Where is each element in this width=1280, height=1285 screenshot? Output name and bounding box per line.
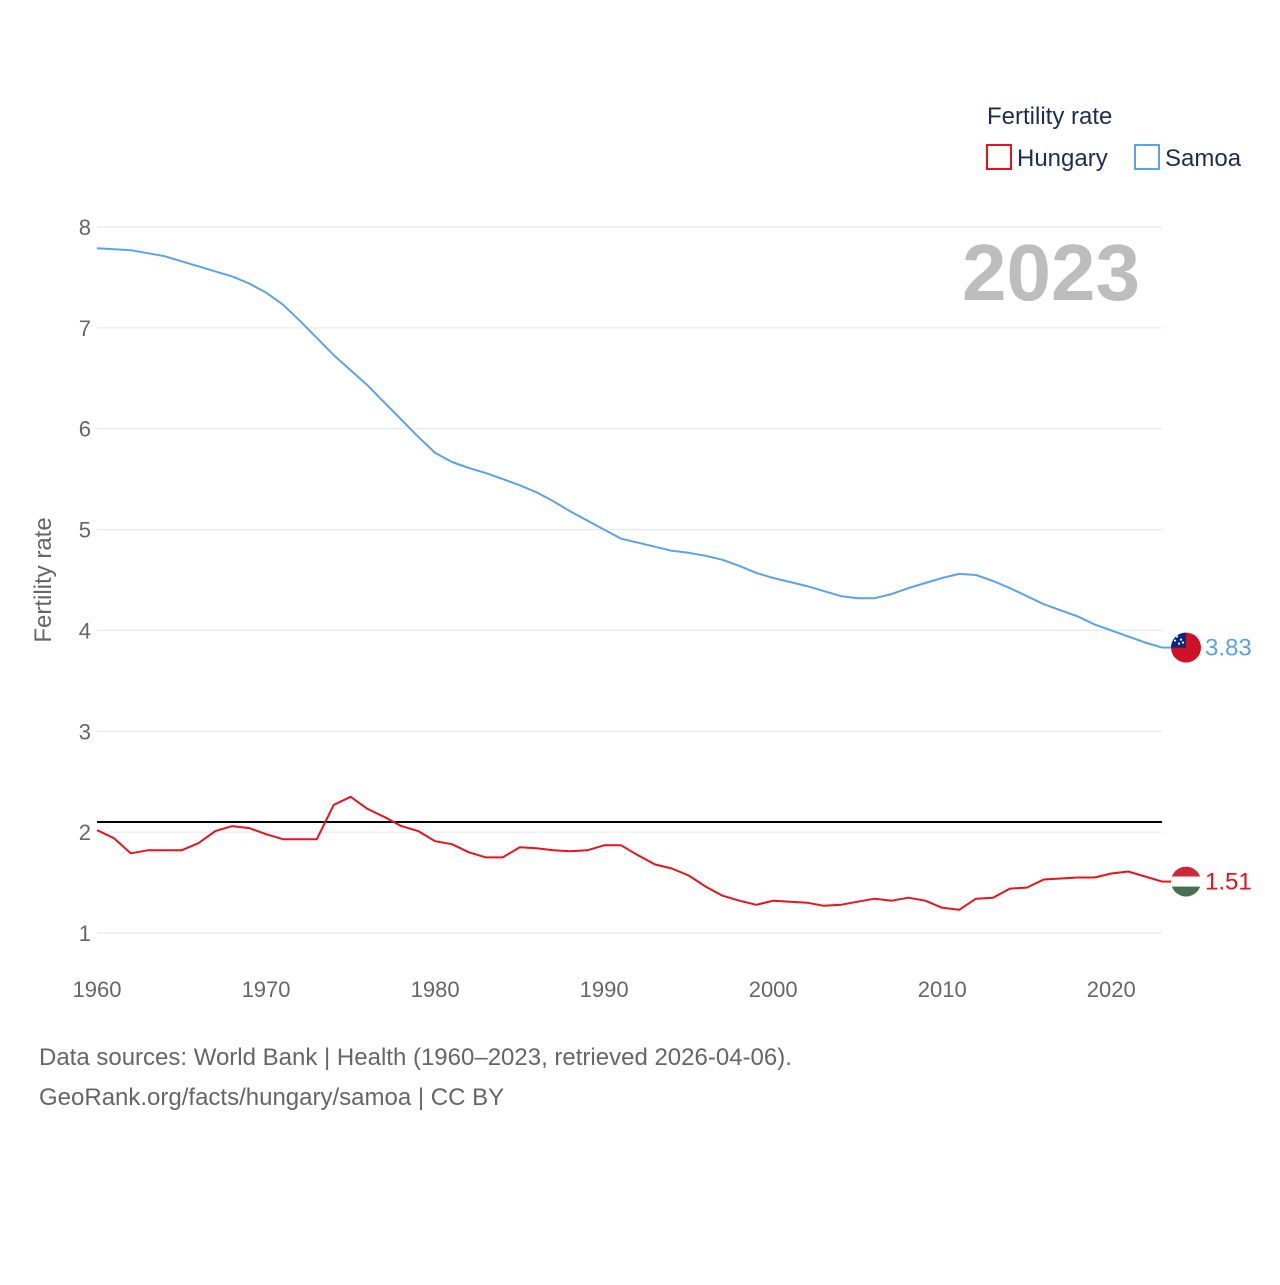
legend-swatch-samoa[interactable] bbox=[1134, 144, 1160, 170]
x-tick-label: 2010 bbox=[918, 977, 967, 1002]
x-axis: 1960 1970 1980 1990 2000 2010 2020 bbox=[73, 977, 1136, 1002]
x-tick-label: 2000 bbox=[749, 977, 798, 1002]
legend-swatch-hungary[interactable] bbox=[986, 144, 1012, 170]
samoa-flag-icon bbox=[1171, 632, 1201, 663]
y-tick-label: 4 bbox=[79, 618, 91, 643]
x-tick-label: 1980 bbox=[411, 977, 460, 1002]
y-tick-label: 6 bbox=[79, 417, 91, 442]
legend-title: Fertility rate bbox=[987, 103, 1112, 130]
y-tick-label: 2 bbox=[79, 820, 91, 845]
series bbox=[96, 247, 1163, 911]
y-axis-label: Fertility rate bbox=[30, 517, 57, 642]
end-value-label-hungary: 1.51 bbox=[1205, 869, 1252, 896]
y-axis: 1 2 3 4 5 6 7 8 bbox=[79, 215, 91, 946]
series-line-samoa[interactable] bbox=[96, 247, 1163, 649]
legend: Fertility rate Hungary Samoa bbox=[986, 103, 1242, 172]
series-line-hungary[interactable] bbox=[96, 795, 1163, 911]
y-tick-label: 3 bbox=[79, 719, 91, 744]
y-tick-label: 5 bbox=[79, 518, 91, 543]
y-tick-label: 1 bbox=[79, 921, 91, 946]
y-tick-label: 8 bbox=[79, 215, 91, 240]
y-tick-label: 7 bbox=[79, 316, 91, 341]
current-year-label: 2023 bbox=[962, 228, 1140, 317]
hungary-flag-icon bbox=[1171, 866, 1201, 897]
legend-label-samoa[interactable]: Samoa bbox=[1165, 145, 1242, 172]
end-value-label-samoa: 3.83 bbox=[1205, 635, 1252, 662]
x-tick-label: 1960 bbox=[73, 977, 122, 1002]
x-tick-label: 2020 bbox=[1087, 977, 1136, 1002]
source-line: Data sources: World Bank | Health (1960–… bbox=[39, 1044, 792, 1071]
x-tick-label: 1970 bbox=[242, 977, 291, 1002]
x-tick-label: 1990 bbox=[580, 977, 629, 1002]
legend-label-hungary[interactable]: Hungary bbox=[1017, 145, 1108, 172]
attribution-line: GeoRank.org/facts/hungary/samoa | CC BY bbox=[39, 1084, 505, 1111]
grid bbox=[97, 226, 1162, 934]
end-markers: 1.51 3.83 bbox=[1162, 632, 1252, 897]
